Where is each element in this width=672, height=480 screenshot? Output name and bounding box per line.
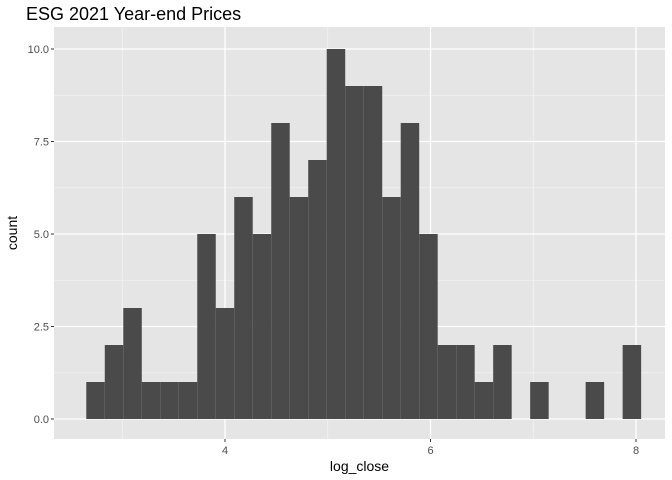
y-tick-label: 7.5 (34, 137, 49, 149)
y-tick-label: 2.5 (34, 322, 49, 334)
histogram-bar (104, 345, 124, 419)
histogram-bar (271, 123, 290, 419)
y-tick-label: 0.0 (34, 414, 49, 426)
histogram-bar (474, 382, 494, 419)
chart-title: ESG 2021 Year-end Prices (26, 4, 242, 24)
histogram-bar (585, 382, 605, 419)
x-tick-label: 8 (633, 445, 639, 457)
histogram-bar (160, 382, 179, 419)
histogram-bar (530, 382, 549, 419)
x-tick-label: 4 (222, 445, 228, 457)
histogram-bar (363, 86, 383, 419)
histogram-bar (456, 345, 475, 419)
bars (86, 49, 642, 419)
x-tick-label: 6 (427, 445, 433, 457)
histogram-bar (400, 123, 420, 419)
histogram-bar (382, 197, 401, 419)
histogram-bar (419, 234, 438, 419)
y-axis: 0.0 2.5 5.0 7.5 10.0 (28, 44, 54, 426)
histogram-bar (178, 382, 198, 419)
histogram-bar (234, 197, 253, 419)
histogram-bar (123, 308, 142, 419)
histogram-bar (437, 345, 457, 419)
histogram-bar (622, 345, 642, 419)
histogram-bar (308, 160, 327, 419)
histogram-bar (197, 234, 216, 419)
histogram-bar (289, 197, 309, 419)
histogram-bar (86, 382, 105, 419)
y-axis-title: count (4, 216, 20, 250)
histogram-bar (252, 234, 272, 419)
histogram-bar (326, 49, 346, 419)
histogram-bar (493, 345, 512, 419)
histogram-bar (141, 382, 161, 419)
histogram-bar (215, 308, 235, 419)
x-axis-title: log_close (330, 458, 389, 474)
histogram-bar (345, 86, 364, 419)
x-axis: 4 6 8 (222, 439, 639, 457)
y-tick-label: 5.0 (34, 229, 49, 241)
y-tick-label: 10.0 (28, 44, 49, 56)
